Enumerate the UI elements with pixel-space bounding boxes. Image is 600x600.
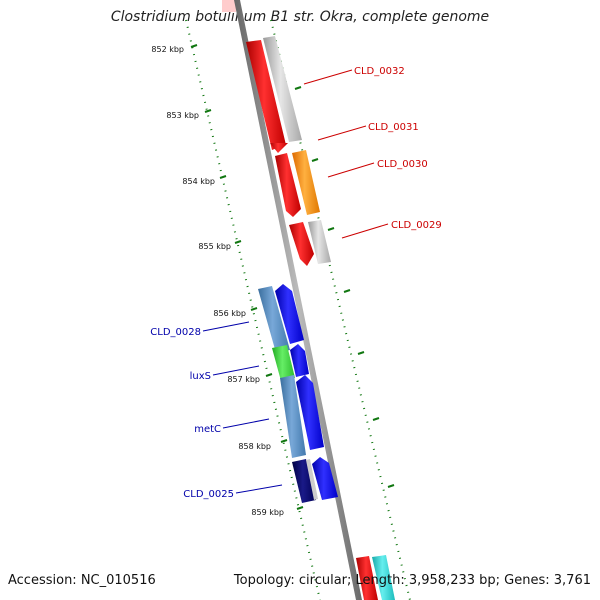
callout-line-cld-0028 (202, 321, 250, 332)
feature-cld-0025 (292, 459, 316, 503)
upper-gene-block (246, 36, 331, 266)
feature-cld-0029 (308, 220, 331, 264)
scale-ruler-right (270, 19, 411, 600)
scale-label-856: 856 kbp (213, 309, 246, 318)
callout-line-cld-0030 (327, 162, 375, 178)
scale-label-859: 859 kbp (251, 508, 284, 517)
gene-label-cld-0030: CLD_0030 (377, 159, 428, 170)
scale-ticks-right (294, 86, 395, 488)
feature-cld-0032 (263, 36, 302, 142)
gene-cld-0029 (289, 222, 314, 266)
scale-label-854: 854 kbp (182, 177, 215, 186)
scale-label-853: 853 kbp (166, 111, 199, 120)
feature-cld-0030 (292, 150, 320, 215)
scale-label-855: 855 kbp (198, 242, 231, 251)
partial-feature-bottom-red (356, 556, 378, 600)
accession-text: Accession: NC_010516 (8, 573, 156, 588)
genome-summary-text: Topology: circular; Length: 3,958,233 bp… (233, 573, 591, 588)
callout-line-metc (222, 418, 270, 429)
scale-label-858: 858 kbp (238, 442, 271, 451)
gene-label-cld-0031: CLD_0031 (368, 122, 419, 133)
gene-cld-0028 (275, 284, 304, 344)
lower-gene-block (258, 284, 338, 503)
gene-label-luxs: luxS (190, 371, 211, 382)
feature-luxs (272, 345, 295, 381)
gene-luxs (290, 344, 309, 377)
gene-cld-0025 (312, 457, 338, 500)
partial-feature-bottom-cyan (372, 555, 395, 600)
scale-label-852: 852 kbp (151, 45, 184, 54)
map-title: Clostridium botulinum B1 str. Okra, comp… (110, 9, 490, 25)
partial-feature-top (222, 0, 236, 12)
scale-label-857: 857 kbp (227, 375, 260, 384)
gene-metc (296, 375, 324, 450)
callout-line-cld-0025 (235, 484, 283, 494)
gene-label-metc: metC (194, 424, 221, 435)
feature-cld-0025-grey (306, 459, 318, 500)
gene-cld-0030 (275, 153, 301, 217)
scale-ticks-left (190, 44, 304, 510)
gene-label-cld-0032: CLD_0032 (354, 66, 405, 77)
feature-cld-0028 (258, 286, 290, 353)
callout-line-cld-0032 (303, 69, 353, 85)
callout-line-luxs (212, 365, 260, 376)
feature-metc (280, 375, 306, 458)
callout-line-cld-0029 (341, 223, 389, 239)
genome-backbone (234, 0, 362, 600)
gene-cld-0032 (246, 40, 286, 150)
gene-cld-0032-arrowhead (270, 143, 288, 153)
gene-label-cld-0029: CLD_0029 (391, 220, 442, 231)
callout-line-cld-0031 (317, 125, 367, 141)
gene-label-cld-0028: CLD_0028 (150, 327, 201, 338)
gene-label-cld-0025: CLD_0025 (183, 489, 234, 500)
